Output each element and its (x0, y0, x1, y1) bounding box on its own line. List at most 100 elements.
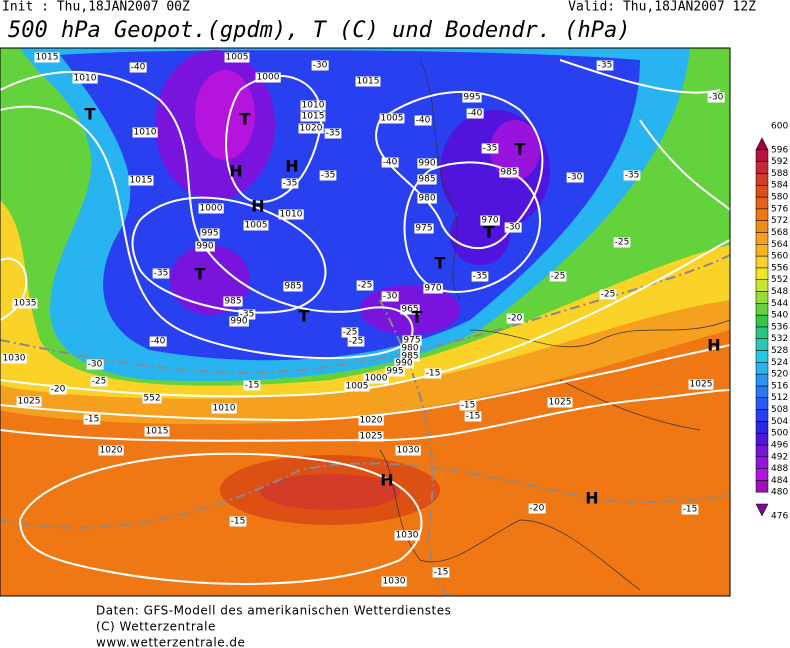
colorbar-label: 512 (771, 393, 788, 403)
label-box (144, 426, 170, 437)
contour-label: 1005 (346, 382, 369, 392)
label-box (211, 403, 237, 414)
colorbar-box (755, 397, 769, 410)
label-box (324, 128, 342, 139)
label-box (395, 445, 421, 456)
pressure-center: T (515, 140, 526, 159)
label-box (363, 373, 389, 384)
pressure-center: T (240, 110, 251, 129)
colorbar-label: 576 (771, 204, 788, 214)
colorbar-label: 560 (771, 252, 788, 262)
label-box (528, 503, 546, 514)
contour-label: 1005 (381, 114, 404, 124)
colorbar-box (755, 255, 769, 269)
contour-label: -25 (601, 290, 616, 300)
contour-label: 1010 (280, 210, 303, 220)
colorbar-label: 528 (771, 346, 788, 356)
colorbar-box (755, 503, 769, 517)
label-box (16, 396, 42, 407)
label-box (90, 376, 108, 387)
label-box (283, 281, 303, 292)
label-box (229, 316, 249, 327)
label-box (506, 313, 524, 324)
contour-label: 1030 (383, 577, 406, 587)
contour-label: -15 (434, 568, 449, 578)
label-box (255, 72, 281, 83)
colorbar-label: 500 (771, 429, 788, 439)
contour-label: 1010 (302, 101, 325, 111)
contour-label: -35 (598, 61, 613, 71)
map: 10151010-4010051000-301015101010151020T1… (0, 48, 730, 596)
pressure-center: T (435, 254, 446, 273)
colorbar-label: 592 (771, 157, 788, 167)
colorbar-label: 540 (771, 311, 788, 321)
label-box (417, 174, 437, 185)
label-box (344, 381, 370, 392)
contour-label: 1015 (146, 427, 169, 437)
colorbar-box (755, 149, 769, 162)
contour-label: -40 (151, 337, 166, 347)
map-title: 500 hPa Geopot.(gpdm), T (C) und Bodendr… (8, 18, 631, 43)
label-box (417, 193, 437, 204)
label-box (481, 143, 499, 154)
contour-label: 990 (395, 359, 412, 369)
colorbar-label: 532 (771, 334, 788, 344)
colorbar-label: 556 (771, 263, 788, 273)
colorbar-box (755, 173, 769, 186)
label-box (613, 237, 631, 248)
label-box (298, 123, 324, 134)
label-box (424, 368, 442, 379)
label-box (341, 327, 359, 338)
colorbar-label: 580 (771, 193, 788, 203)
colorbar-box (755, 303, 769, 316)
colorbar-box (755, 350, 769, 363)
pressure-center: T (195, 265, 206, 284)
contour-label: 1000 (365, 374, 388, 384)
label-box (417, 158, 437, 169)
colorbar-label: 484 (771, 476, 788, 486)
colorbar-label: 516 (771, 381, 788, 391)
contour-label: 1030 (396, 531, 419, 541)
label-box (385, 366, 405, 377)
label-box (400, 351, 420, 362)
contour-label: 552 (143, 394, 160, 404)
label-box (243, 220, 269, 231)
label-box (466, 108, 484, 119)
contour-label: -35 (154, 269, 169, 279)
contour-label: -30 (506, 223, 521, 233)
contour-label: -15 (245, 381, 260, 391)
label-box (278, 209, 304, 220)
contour-label: 995 (386, 367, 403, 377)
colorbar-box (755, 314, 769, 328)
contour-label: 1020 (300, 124, 323, 134)
label-box (319, 170, 337, 181)
label-box (347, 336, 365, 347)
contour-label: 1035 (14, 299, 37, 309)
label-box (381, 291, 399, 302)
label-box (142, 393, 162, 404)
contour-label: -15 (461, 401, 476, 411)
contour-label: 1025 (549, 398, 572, 408)
contour-label: -15 (683, 505, 698, 515)
colorbar-label: 480 (771, 488, 788, 498)
label-box (623, 170, 641, 181)
pressure-center: H (380, 471, 393, 490)
pressure-center: H (251, 197, 264, 216)
colorbar-box (755, 267, 769, 280)
label-box (1, 353, 27, 364)
pressure-center: T (299, 307, 310, 326)
contour-label: 1005 (245, 221, 268, 231)
colorbar-box (755, 279, 769, 292)
contour-label: 1030 (3, 354, 26, 364)
colorbar-box (755, 480, 769, 493)
colorbar-label: 492 (771, 452, 788, 462)
contour-label: 995 (463, 93, 480, 103)
contour-label: 970 (481, 216, 498, 226)
contour-label: 1015 (36, 53, 59, 63)
colorbar-box (755, 456, 769, 469)
label-box (381, 576, 407, 587)
label-box (414, 115, 432, 126)
contour-label: 990 (418, 159, 435, 169)
label-box (152, 268, 170, 279)
label-box (223, 296, 243, 307)
